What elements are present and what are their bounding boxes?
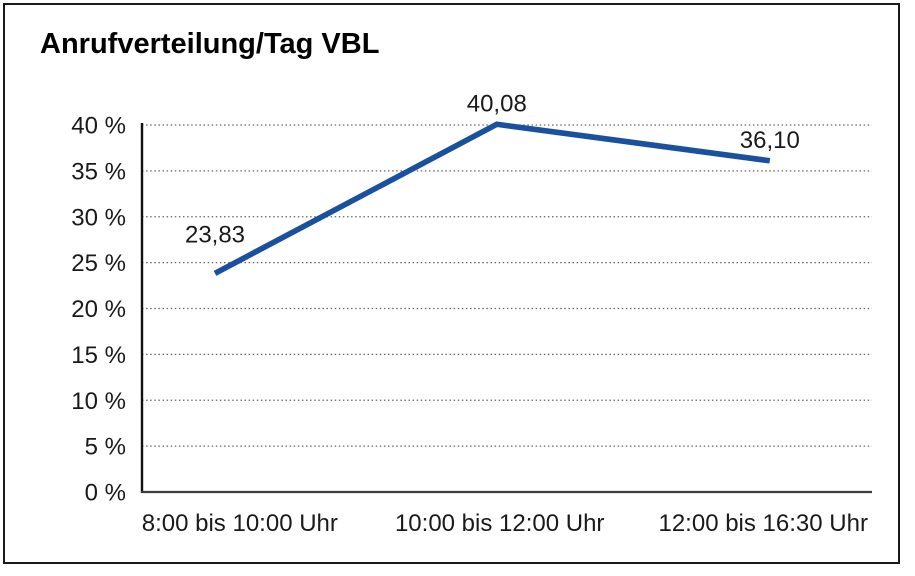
- data-series-group: [213, 121, 771, 276]
- y-axis-tick-labels-group: 0 % 5 % 10 % 15 % 20 % 25 % 30 % 35 % 40 %: [71, 113, 126, 507]
- chart-frame-border: [3, 3, 900, 564]
- y-axis-tick-label: 10 %: [71, 388, 126, 415]
- y-axis-tick-label: 15 %: [71, 342, 126, 369]
- gridlines-group: [142, 124, 872, 447]
- axes-group: [140, 123, 872, 494]
- data-point-label: 40,08: [467, 90, 527, 117]
- y-axis-tick-label: 5 %: [85, 434, 126, 461]
- x-axis-category-label: 8:00 bis 10:00 Uhr: [142, 510, 338, 537]
- y-axis-tick-label: 25 %: [71, 250, 126, 277]
- data-point-labels-group: 23,83 40,08 36,10: [185, 90, 800, 248]
- y-axis-tick-label: 20 %: [71, 296, 126, 323]
- y-axis-tick-label: 40 %: [71, 113, 126, 140]
- x-axis-category-label: 12:00 bis 16:30 Uhr: [658, 510, 867, 537]
- data-point-label: 36,10: [740, 127, 800, 154]
- chart-title: Anrufverteilung/Tag VBL: [40, 28, 380, 60]
- data-point-label: 23,83: [185, 221, 245, 248]
- y-axis-tick-label: 30 %: [71, 204, 126, 231]
- y-axis-tick-label: 35 %: [71, 158, 126, 185]
- x-axis-category-label: 10:00 bis 12:00 Uhr: [395, 510, 604, 537]
- y-axis-tick-label: 0 %: [85, 480, 126, 507]
- x-axis-category-labels-group: 8:00 bis 10:00 Uhr 10:00 bis 12:00 Uhr 12:…: [142, 510, 868, 537]
- series-line: [213, 121, 771, 276]
